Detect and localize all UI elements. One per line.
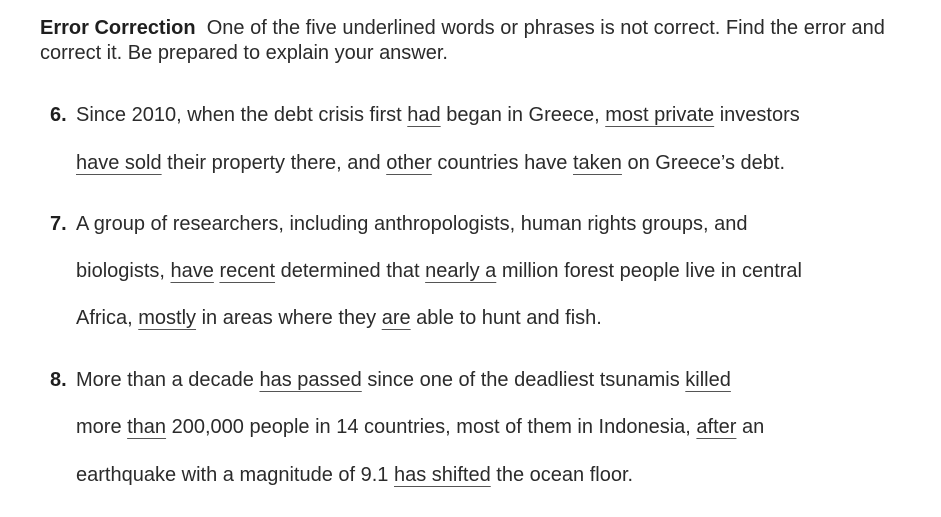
underlined-phrase: most private [605,104,715,126]
underlined-phrase: killed [685,369,731,391]
underlined-phrase: has passed [259,369,362,391]
sentence-text: in areas where they [196,307,382,329]
sentence-text: an [736,416,765,438]
sentence-text: able to hunt and fish. [410,307,602,329]
sentence-text: more [76,416,128,438]
sentence-text: earthquake with a magnitude of 9.1 [76,464,394,486]
underlined-phrase: have [170,260,214,282]
sentence-text: Africa, [76,307,139,329]
item-6-line-1: Since 2010, when the debt crisis first h… [76,102,800,128]
underlined-phrase: other [386,152,432,174]
underlined-phrase: nearly a [425,260,497,282]
underlined-phrase: taken [573,152,622,174]
item-6-line-2: have sold their property there, and othe… [76,150,785,176]
underlined-phrase: had [407,104,441,126]
underlined-phrase: mostly [138,307,197,329]
item-8-line-1: More than a decade has passed since one … [76,367,731,393]
sentence-text: 200,000 people in 14 countries, most of … [166,416,697,438]
sentence-text: began in Greece, [440,104,606,126]
item-number-6: 6. [50,104,67,126]
sentence-text: countries have [431,152,573,174]
underlined-phrase: have sold [76,152,162,174]
instructions: Error Correction One of the five underli… [40,16,900,66]
underlined-phrase: are [381,307,411,329]
item-number-8: 8. [50,369,67,391]
section-heading: Error Correction [40,17,196,39]
item-8-line-3: earthquake with a magnitude of 9.1 has s… [76,462,633,488]
sentence-text: Since 2010, when the debt crisis first [76,104,408,126]
underlined-phrase: than [127,416,167,438]
sentence-text: million forest people live in central [496,260,802,282]
item-7-line-1: A group of researchers, including anthro… [76,211,748,237]
instructions-text: One of the five underlined words or phra… [40,17,885,64]
sentence-text: since one of the deadliest tsunamis [361,369,686,391]
sentence-text: on Greece’s debt. [621,152,786,174]
sentence-text: determined that [275,260,426,282]
item-7-line-2: biologists, have recent determined that … [76,258,802,284]
sentence-text: investors [714,104,800,126]
sentence-text: biologists, [76,260,171,282]
sentence-text: A group of researchers, including anthro… [76,213,748,235]
underlined-phrase: recent [219,260,276,282]
item-8-line-2: more than 200,000 people in 14 countries… [76,414,764,440]
item-7-line-3: Africa, mostly in areas where they are a… [76,305,602,331]
sentence-text: the ocean floor. [490,464,634,486]
sentence-text: More than a decade [76,369,260,391]
underlined-phrase: has shifted [394,464,491,486]
item-number-7: 7. [50,213,67,235]
underlined-phrase: after [696,416,737,438]
sentence-text: their property there, and [161,152,387,174]
